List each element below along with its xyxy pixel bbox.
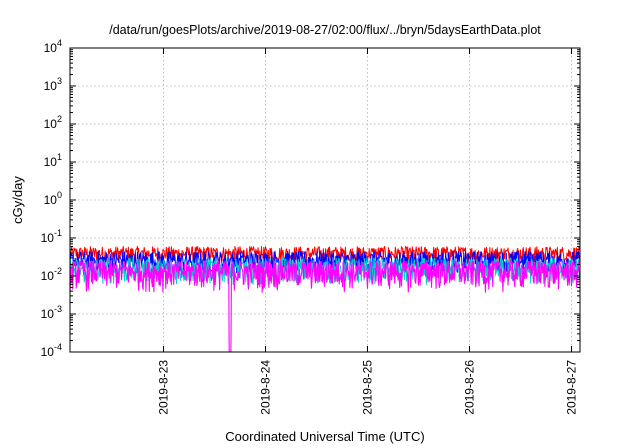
y-tick-label: 10-3 [41, 304, 62, 321]
y-tick-exponent: -3 [54, 304, 62, 314]
y-tick-label: 10-2 [41, 266, 62, 283]
y-tick-label: 103 [44, 76, 62, 93]
chart-title: /data/run/goesPlots/archive/2019-08-27/0… [109, 23, 541, 37]
y-tick-exponent: 1 [57, 152, 62, 162]
y-tick-exponent: 3 [57, 76, 62, 86]
y-tick-base: 10 [41, 269, 55, 283]
y-tick-exponent: 4 [57, 38, 62, 48]
y-tick-label: 102 [44, 114, 62, 131]
y-tick-base: 10 [44, 117, 58, 131]
y-tick-label: 100 [44, 190, 62, 207]
x-tick-labels: 2019-8-23 2019-8-24 2019-8-25 2019-8-26 2019… [157, 360, 579, 415]
y-tick-exponent: 0 [57, 190, 62, 200]
y-tick-exponent: -4 [54, 342, 62, 352]
grid [70, 48, 580, 352]
series-line-3 [69, 257, 581, 285]
y-tick-label: 10-4 [41, 342, 62, 359]
y-axis-label: cGy/day [10, 176, 25, 224]
y-tick-exponent: 2 [57, 114, 62, 124]
series-line-4 [69, 260, 581, 353]
x-tick-label: 2019-8-26 [463, 360, 477, 415]
x-tick-label: 2019-8-25 [361, 360, 375, 415]
y-tick-label: 101 [44, 152, 62, 169]
y-tick-base: 10 [44, 41, 58, 55]
y-tick-base: 10 [44, 193, 58, 207]
x-tick-label: 2019-8-24 [259, 360, 273, 415]
y-tick-exponent: -2 [54, 266, 62, 276]
series-layer [69, 246, 581, 353]
x-tick-label: 2019-8-23 [157, 360, 171, 415]
y-tick-base: 10 [41, 307, 55, 321]
y-tick-label: 10-1 [41, 228, 62, 245]
y-tick-base: 10 [41, 345, 55, 359]
y-tick-base: 10 [44, 79, 58, 93]
x-axis-label: Coordinated Universal Time (UTC) [225, 429, 424, 444]
axis-ticks [70, 47, 580, 353]
series-line-2 [69, 250, 581, 274]
y-tick-exponent: -1 [54, 228, 62, 238]
y-tick-base: 10 [41, 231, 55, 245]
y-tick-base: 10 [44, 155, 58, 169]
x-tick-label: 2019-8-27 [565, 360, 579, 415]
y-tick-label: 104 [44, 38, 62, 55]
